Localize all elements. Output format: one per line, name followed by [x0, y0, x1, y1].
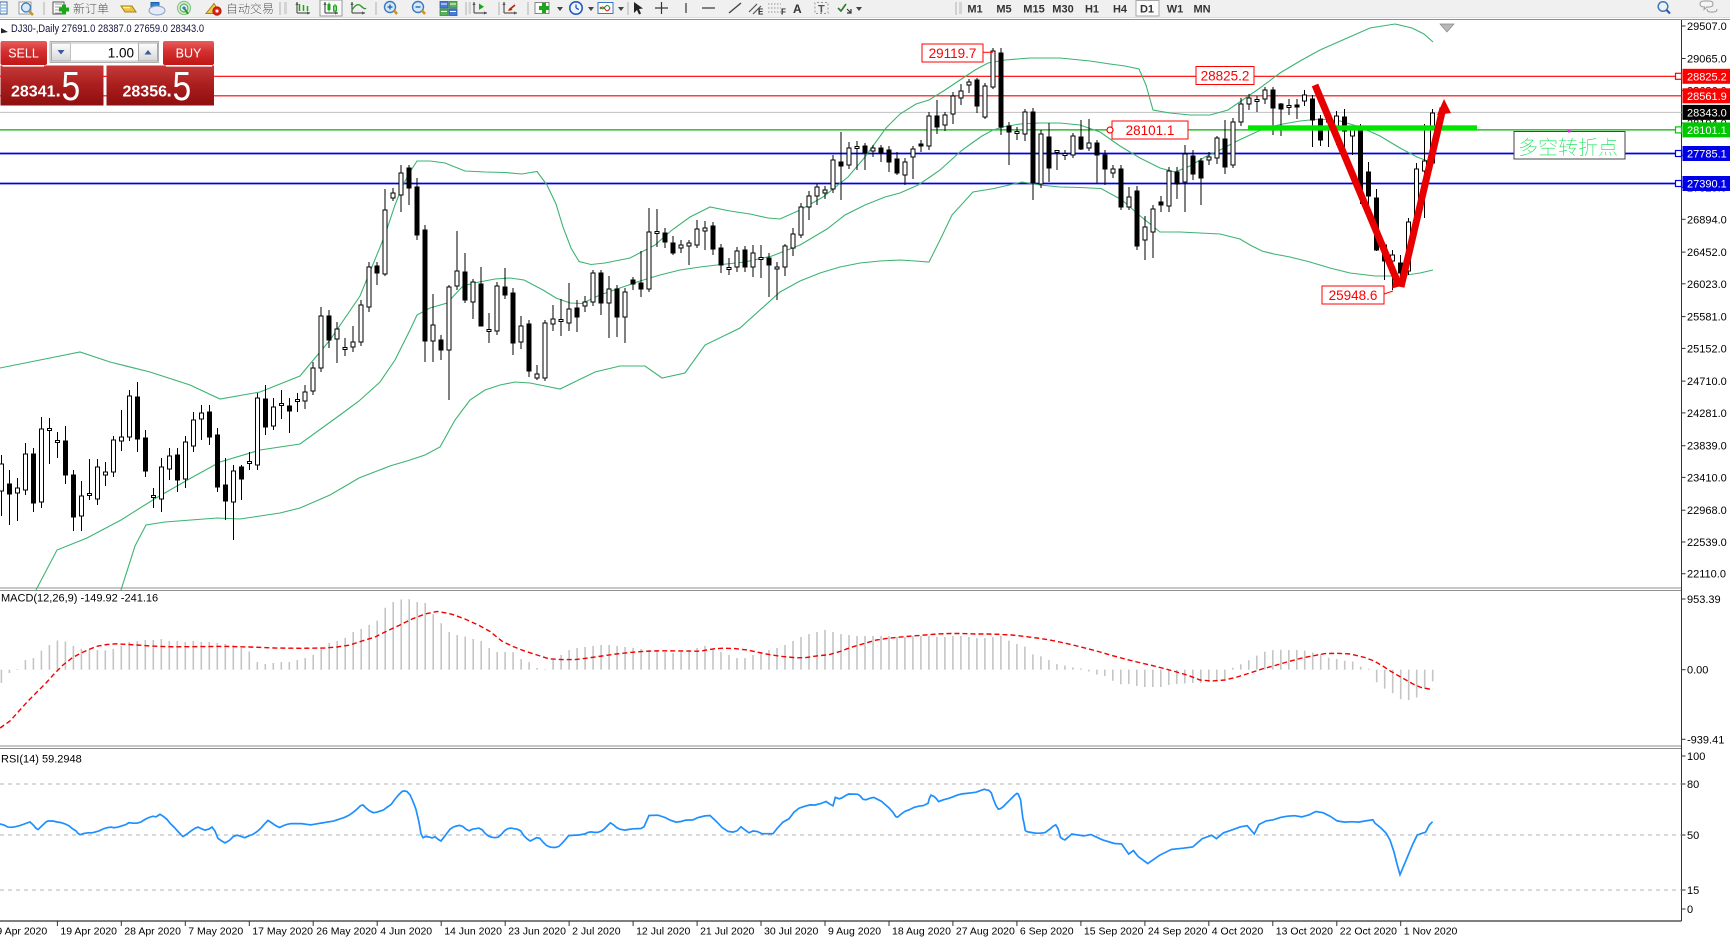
svg-text:26 May 2020: 26 May 2020 — [316, 926, 377, 938]
svg-text:MN: MN — [1193, 4, 1210, 16]
svg-text:12 Jul 2020: 12 Jul 2020 — [636, 926, 690, 938]
svg-text:1 Nov 2020: 1 Nov 2020 — [1404, 926, 1458, 938]
svg-text:28561.9: 28561.9 — [1687, 91, 1727, 103]
svg-text:953.39: 953.39 — [1687, 594, 1721, 606]
svg-text:30 Jul 2020: 30 Jul 2020 — [764, 926, 818, 938]
svg-text:50: 50 — [1687, 830, 1699, 842]
svg-text:-939.41: -939.41 — [1687, 734, 1724, 746]
svg-text:28101.1: 28101.1 — [1126, 123, 1175, 138]
svg-text:23 Jun 2020: 23 Jun 2020 — [508, 926, 566, 938]
svg-text:28343.0: 28343.0 — [1687, 107, 1727, 119]
svg-text:14 Jun 2020: 14 Jun 2020 — [444, 926, 502, 938]
svg-text:27390.1: 27390.1 — [1687, 179, 1727, 191]
svg-text:15 Sep 2020: 15 Sep 2020 — [1084, 926, 1144, 938]
svg-text:26894.0: 26894.0 — [1687, 214, 1727, 226]
svg-text:24 Sep 2020: 24 Sep 2020 — [1148, 926, 1208, 938]
svg-text:29507.0: 29507.0 — [1687, 21, 1727, 33]
svg-text:26452.0: 26452.0 — [1687, 247, 1727, 259]
svg-text:5: 5 — [173, 63, 192, 109]
svg-text:F: F — [781, 8, 786, 17]
svg-text:.: . — [56, 81, 61, 102]
svg-text:DJ30-,Daily 27691.0 28387.0 2: DJ30-,Daily 27691.0 28387.0 27659.0 2834… — [11, 23, 204, 35]
svg-text:H1: H1 — [1085, 4, 1099, 16]
svg-text:22110.0: 22110.0 — [1687, 569, 1726, 581]
svg-text:21 Jul 2020: 21 Jul 2020 — [700, 926, 754, 938]
svg-text:25152.0: 25152.0 — [1687, 343, 1727, 355]
svg-text:17 May 2020: 17 May 2020 — [252, 926, 313, 938]
svg-text:MACD(12,26,9) -149.92 -241.16: MACD(12,26,9) -149.92 -241.16 — [1, 593, 158, 605]
svg-text:7 May 2020: 7 May 2020 — [188, 926, 243, 938]
svg-text:E: E — [758, 8, 764, 17]
svg-text:D1: D1 — [1140, 4, 1154, 16]
svg-text:SELL: SELL — [8, 47, 39, 61]
svg-text:25581.0: 25581.0 — [1687, 312, 1727, 324]
svg-text:H4: H4 — [1113, 4, 1128, 16]
svg-text:T: T — [818, 4, 825, 16]
svg-text:19 Apr 2020: 19 Apr 2020 — [60, 926, 117, 938]
svg-text:28356: 28356 — [123, 84, 168, 101]
svg-text:6 Sep 2020: 6 Sep 2020 — [1020, 926, 1074, 938]
svg-text:24710.0: 24710.0 — [1687, 376, 1727, 388]
svg-text:28825.2: 28825.2 — [1687, 71, 1727, 83]
svg-text:18 Aug 2020: 18 Aug 2020 — [892, 926, 951, 938]
svg-text:W1: W1 — [1167, 4, 1184, 16]
svg-text:26023.0: 26023.0 — [1687, 279, 1727, 291]
svg-text:13 Oct 2020: 13 Oct 2020 — [1276, 926, 1333, 938]
svg-text:29065.0: 29065.0 — [1687, 54, 1727, 66]
svg-text:28 Apr 2020: 28 Apr 2020 — [124, 926, 181, 938]
svg-text:22968.0: 22968.0 — [1687, 505, 1727, 517]
svg-text:5: 5 — [62, 63, 81, 109]
svg-text:0: 0 — [1687, 904, 1693, 916]
svg-text:RSI(14) 59.2948: RSI(14) 59.2948 — [1, 754, 82, 766]
svg-text:9 Aug 2020: 9 Aug 2020 — [828, 926, 881, 938]
svg-text:22 Oct 2020: 22 Oct 2020 — [1340, 926, 1397, 938]
svg-text:29119.7: 29119.7 — [929, 46, 977, 61]
svg-text:BUY: BUY — [176, 47, 202, 61]
svg-text:9 Apr 2020: 9 Apr 2020 — [0, 926, 47, 938]
svg-text:24281.0: 24281.0 — [1687, 408, 1727, 420]
svg-text:22539.0: 22539.0 — [1687, 537, 1727, 549]
svg-text:M15: M15 — [1023, 4, 1044, 16]
svg-text:28101.1: 28101.1 — [1687, 125, 1727, 137]
svg-text:M5: M5 — [996, 4, 1011, 16]
svg-text:27 Aug 2020: 27 Aug 2020 — [956, 926, 1015, 938]
svg-text:15: 15 — [1687, 885, 1699, 897]
svg-text:4 Oct 2020: 4 Oct 2020 — [1212, 926, 1264, 938]
svg-text:100: 100 — [1687, 751, 1705, 763]
svg-text:4 Jun 2020: 4 Jun 2020 — [380, 926, 432, 938]
svg-text:27785.1: 27785.1 — [1687, 149, 1727, 161]
svg-text:2 Jul 2020: 2 Jul 2020 — [572, 926, 621, 938]
svg-text:M30: M30 — [1052, 4, 1073, 16]
svg-text:A: A — [793, 2, 802, 16]
svg-text:.: . — [167, 81, 172, 102]
svg-text:28825.2: 28825.2 — [1201, 69, 1250, 84]
svg-text:23410.0: 23410.0 — [1687, 472, 1727, 484]
svg-text:M1: M1 — [967, 4, 982, 16]
svg-text:23839.0: 23839.0 — [1687, 441, 1727, 453]
svg-text:25948.6: 25948.6 — [1329, 288, 1378, 303]
svg-text:0.00: 0.00 — [1687, 665, 1708, 677]
svg-text:1.00: 1.00 — [108, 46, 134, 61]
svg-text:28341: 28341 — [11, 84, 56, 101]
svg-text:80: 80 — [1687, 779, 1699, 791]
